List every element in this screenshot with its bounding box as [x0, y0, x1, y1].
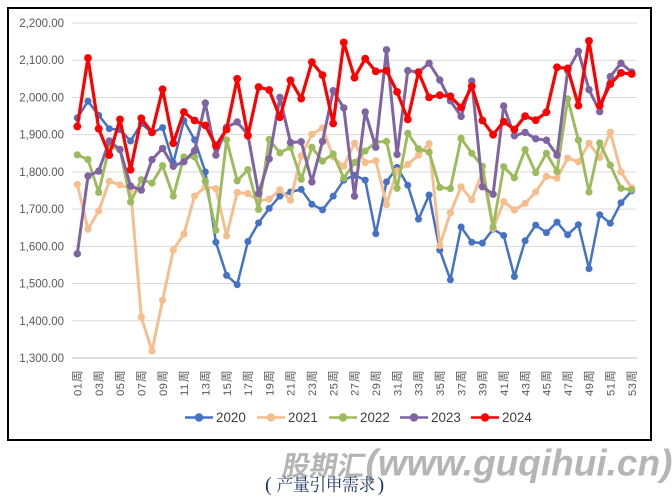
svg-text:37: 37 [456, 383, 468, 396]
svg-text:(: ( [265, 474, 272, 496]
svg-text:1,800.00: 1,800.00 [19, 167, 64, 179]
svg-text:2024: 2024 [502, 410, 532, 425]
svg-text:43: 43 [520, 383, 532, 396]
svg-text:2021: 2021 [288, 410, 318, 425]
svg-text:2023: 2023 [431, 410, 461, 425]
svg-text:23: 23 [307, 383, 319, 396]
svg-text:53: 53 [627, 383, 639, 396]
svg-text:25: 25 [328, 383, 340, 396]
svg-text:2020: 2020 [216, 410, 246, 425]
svg-text:1,700.00: 1,700.00 [19, 204, 64, 216]
svg-text:2,000.00: 2,000.00 [19, 92, 64, 104]
svg-text:41: 41 [499, 383, 511, 396]
svg-text:): ) [378, 474, 385, 496]
svg-text:1,500.00: 1,500.00 [19, 279, 64, 291]
svg-text:51: 51 [606, 383, 618, 396]
svg-text:17: 17 [243, 383, 255, 396]
svg-text:27: 27 [350, 383, 362, 396]
svg-text:29: 29 [371, 383, 383, 396]
svg-text:21: 21 [286, 383, 298, 396]
svg-text:1,300.00: 1,300.00 [19, 353, 64, 365]
svg-text:33: 33 [414, 383, 426, 396]
svg-text:19: 19 [264, 383, 276, 396]
svg-text:45: 45 [542, 383, 554, 396]
svg-text:35: 35 [435, 383, 447, 396]
svg-text:2,100.00: 2,100.00 [19, 55, 64, 67]
svg-text:1,400.00: 1,400.00 [19, 316, 64, 328]
svg-text:1,600.00: 1,600.00 [19, 241, 64, 253]
svg-text:2022: 2022 [360, 410, 390, 425]
svg-text:13: 13 [201, 383, 213, 396]
svg-text:2,200.00: 2,200.00 [19, 18, 64, 30]
svg-text:31: 31 [392, 383, 404, 396]
svg-text:05: 05 [115, 383, 127, 396]
svg-text:03: 03 [94, 383, 106, 396]
svg-text:47: 47 [563, 383, 575, 396]
svg-text:11: 11 [179, 383, 191, 396]
svg-text:07: 07 [137, 383, 149, 396]
svg-text:49: 49 [584, 383, 596, 396]
svg-text:01: 01 [73, 383, 85, 396]
svg-text:15: 15 [222, 383, 234, 396]
svg-text:09: 09 [158, 383, 170, 396]
svg-text:1,900.00: 1,900.00 [19, 130, 64, 142]
svg-text:(www.guqihui.cn): (www.guqihui.cn) [366, 443, 672, 484]
svg-text:39: 39 [478, 383, 490, 396]
